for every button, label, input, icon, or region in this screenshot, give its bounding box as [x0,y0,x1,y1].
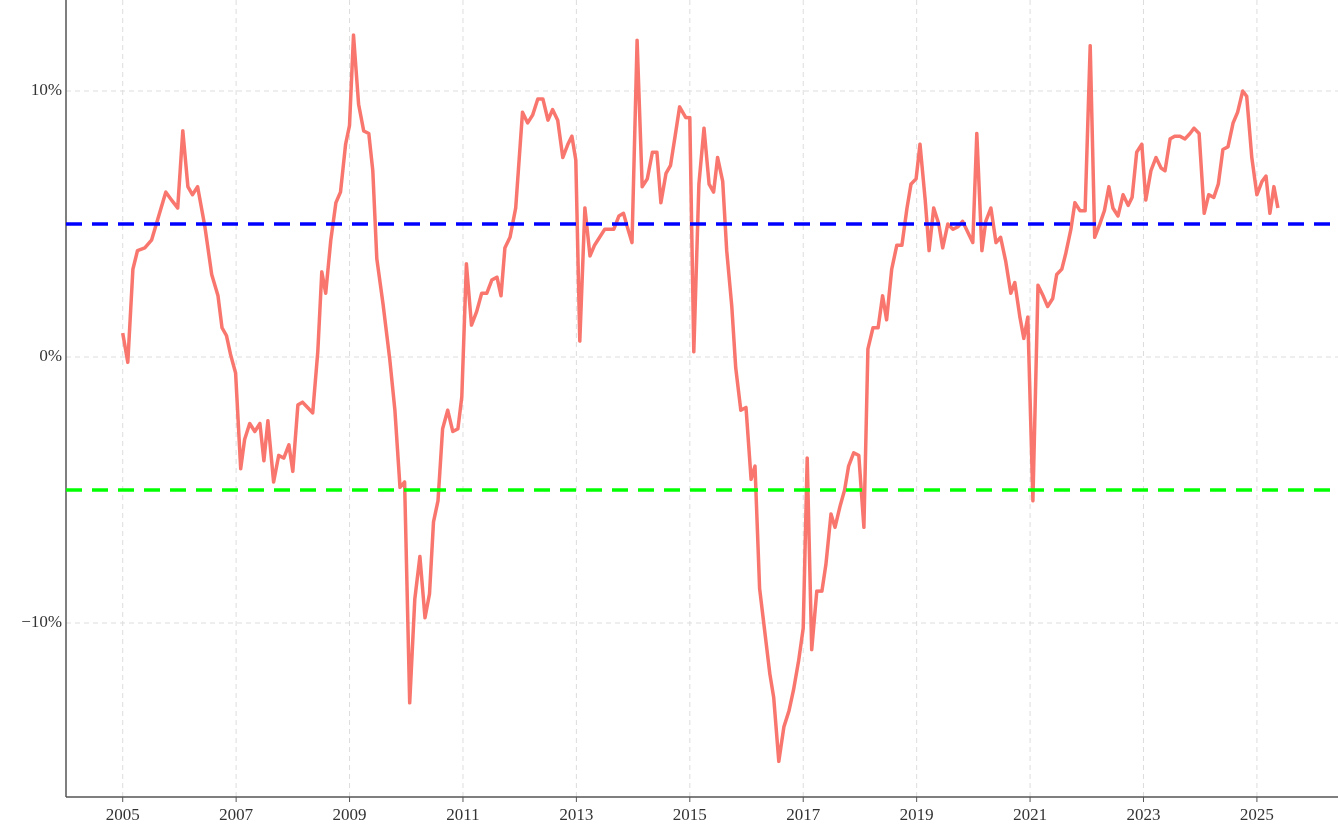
x-tick-label: 2009 [333,805,367,824]
y-tick-label: 0% [39,346,62,365]
x-tick-label: 2013 [559,805,593,824]
data-line [120,33,1280,764]
y-tick-label: −10% [21,612,62,631]
x-tick-label: 2007 [219,805,254,824]
x-tick-label: 2011 [446,805,479,824]
x-tick-label: 2015 [673,805,707,824]
x-tick-label: 2005 [106,805,140,824]
y-tick-label: 10% [31,80,62,99]
x-tick-label: 2021 [1013,805,1047,824]
x-tick-label: 2025 [1240,805,1274,824]
x-tick-label: 2017 [786,805,821,824]
x-tick-label: 2019 [900,805,934,824]
x-tick-label: 2023 [1126,805,1160,824]
